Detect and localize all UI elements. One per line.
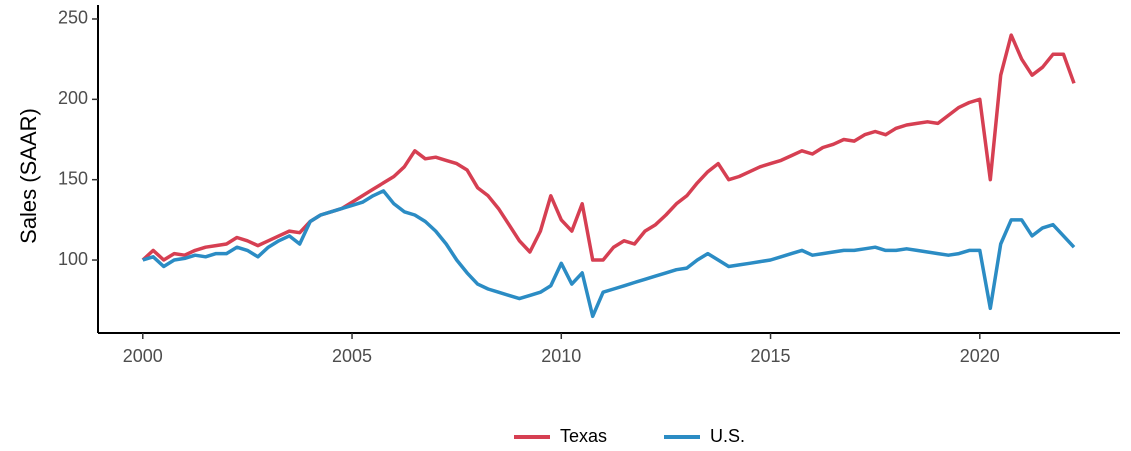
line	[142, 189, 1076, 319]
y-tick-label: 250	[58, 8, 88, 28]
line	[141, 33, 1076, 262]
legend-label: Texas	[560, 426, 607, 446]
x-tick-label: 2015	[751, 346, 791, 366]
x-tick-label: 2010	[541, 346, 581, 366]
y-tick-label: 100	[58, 249, 88, 269]
y-tick-label: 150	[58, 168, 88, 188]
x-tick-label: 2000	[123, 346, 163, 366]
y-axis-title: Sales (SAAR)	[16, 108, 41, 244]
y-tick-label: 200	[58, 88, 88, 108]
x-tick-label: 2020	[960, 346, 1000, 366]
x-tick-label: 2005	[332, 346, 372, 366]
legend-label: U.S.	[710, 426, 745, 446]
